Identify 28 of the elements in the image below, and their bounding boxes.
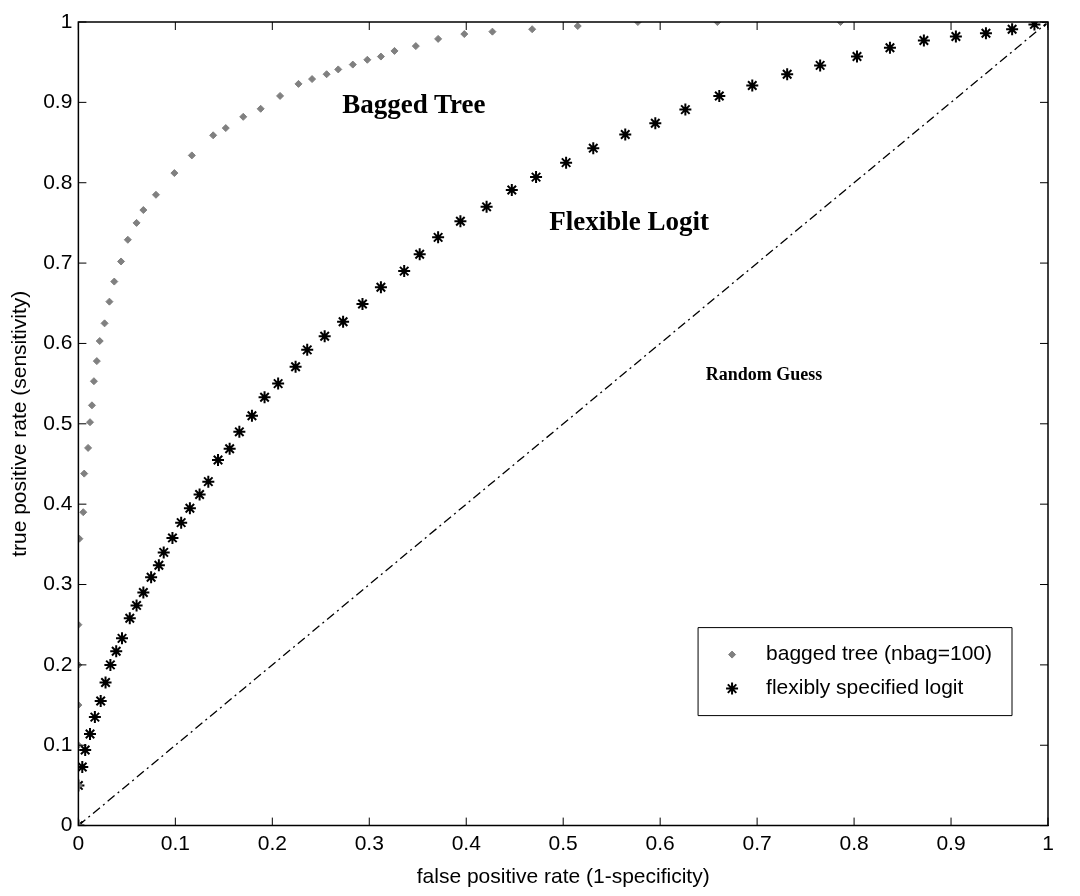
- annotation: Random Guess: [705, 364, 823, 385]
- x-tick-label: 1: [1042, 831, 1054, 854]
- x-tick-label: 0.2: [257, 831, 287, 854]
- y-axis-title: true positive rate (sensitivity): [7, 290, 31, 557]
- y-tick-label: 0.2: [43, 651, 73, 675]
- legend-label: bagged tree (nbag=100): [766, 641, 992, 665]
- x-tick-label: 0.3: [354, 831, 384, 854]
- x-tick-label: 0.4: [451, 831, 482, 854]
- x-tick-label: 0.9: [936, 831, 966, 854]
- legend-label: flexibly specified logit: [766, 675, 964, 699]
- x-tick-label: 0.8: [839, 831, 869, 854]
- y-tick-label: 0.6: [43, 330, 73, 354]
- y-tick-label: 0.1: [43, 732, 73, 756]
- y-tick-label: 1: [60, 8, 73, 32]
- y-tick-label: 0.7: [43, 249, 73, 273]
- x-tick-label: 0.6: [645, 831, 675, 854]
- annotation: Bagged Tree: [342, 89, 486, 120]
- y-tick-label: 0.9: [43, 89, 73, 113]
- y-tick-label: 0.4: [43, 490, 73, 514]
- y-tick-label: 0.5: [43, 410, 73, 434]
- x-axis-title: false positive rate (1-specificity): [416, 864, 710, 888]
- y-tick-label: 0.3: [43, 571, 73, 595]
- x-tick-label: 0.5: [548, 831, 578, 854]
- x-tick-label: 0.1: [160, 831, 190, 854]
- y-tick-label: 0: [60, 812, 73, 836]
- y-tick-label: 0.8: [43, 169, 73, 193]
- annotation: Flexible Logit: [549, 205, 709, 236]
- x-tick-label: 0.7: [742, 831, 772, 854]
